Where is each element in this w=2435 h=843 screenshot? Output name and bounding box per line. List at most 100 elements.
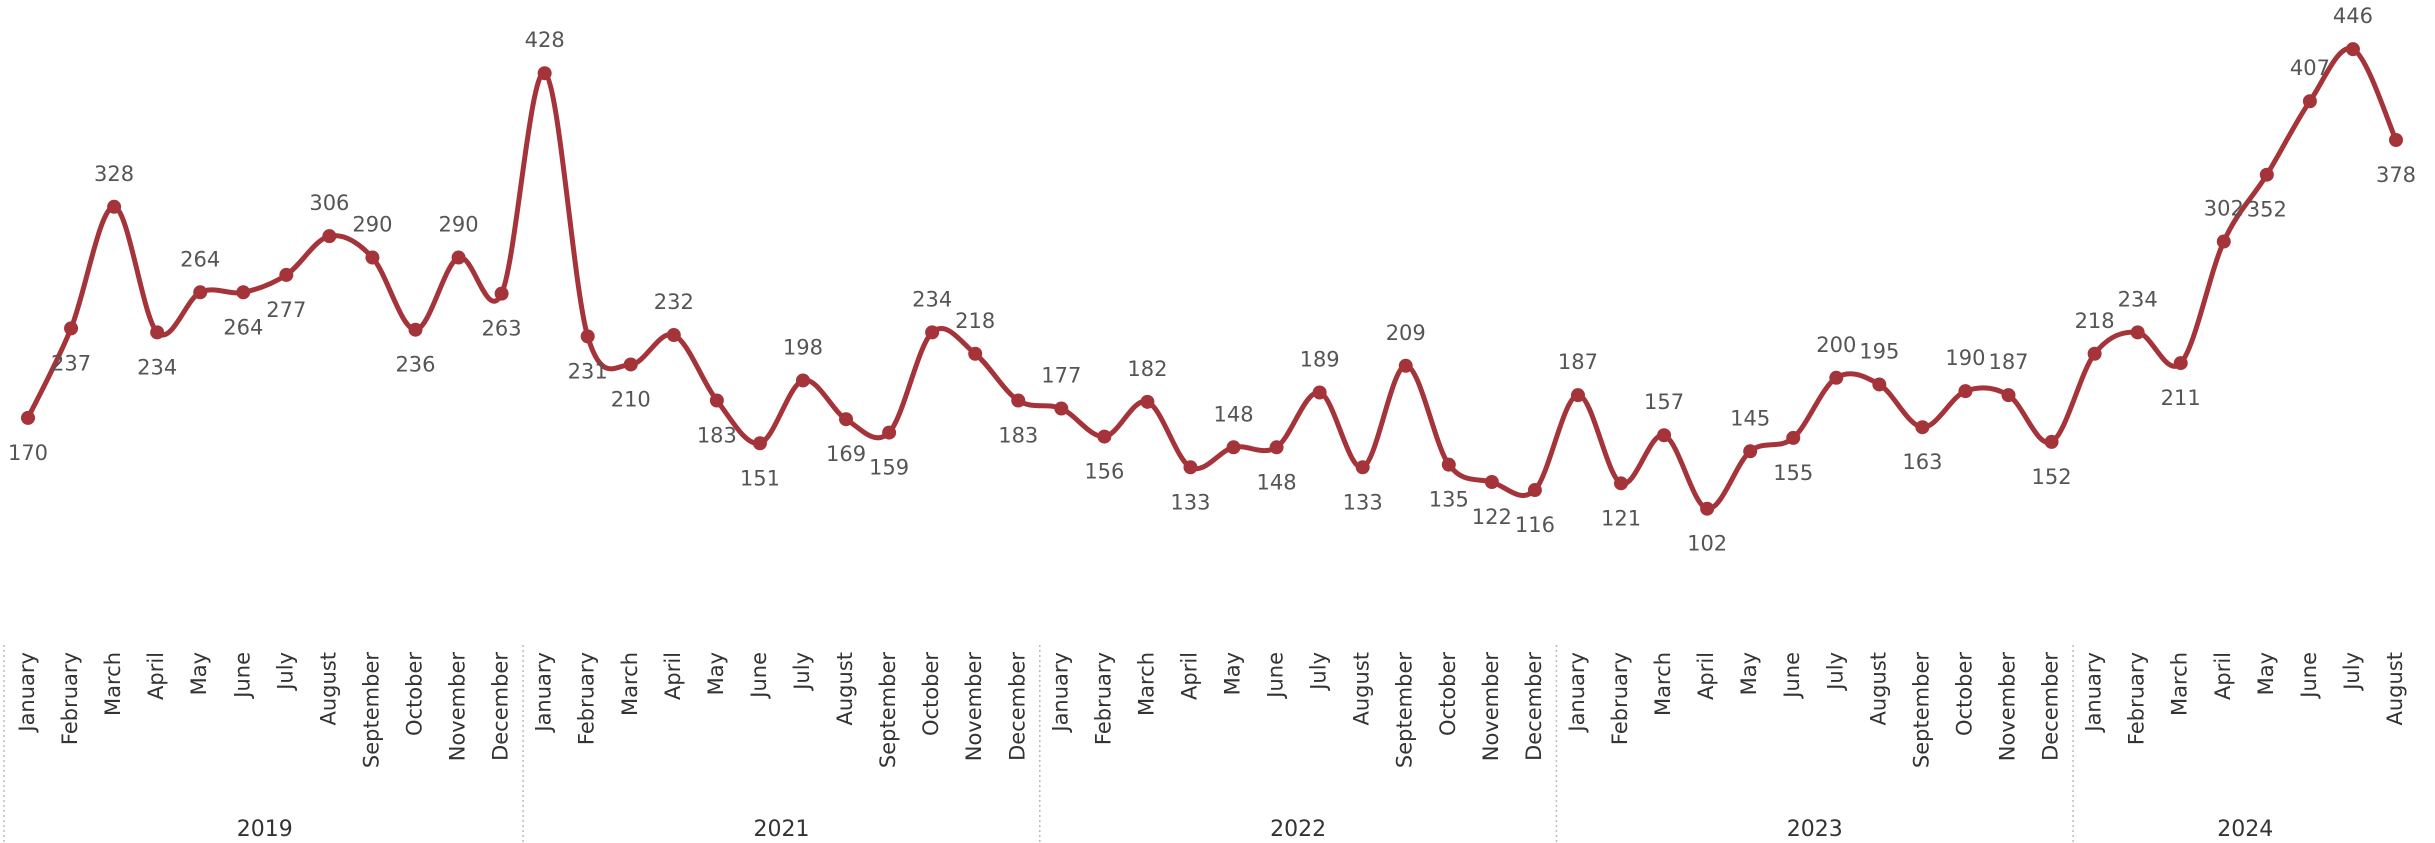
x-tick-label: July <box>1307 652 1331 692</box>
x-tick-label: December <box>1005 652 1029 761</box>
data-label: 378 <box>2376 163 2416 187</box>
x-tick-label: January <box>1565 652 1589 734</box>
data-label: 102 <box>1687 532 1727 556</box>
year-label: 2024 <box>2217 817 2273 842</box>
point <box>968 346 983 361</box>
data-label: 133 <box>1343 490 1383 514</box>
data-label: 302 <box>2204 197 2244 221</box>
data-label: 210 <box>611 387 651 411</box>
data-label: 234 <box>2118 287 2158 311</box>
x-tick-label: February <box>575 652 599 745</box>
data-label: 169 <box>826 442 866 466</box>
point <box>1872 377 1887 392</box>
point <box>1915 420 1930 435</box>
data-label: 218 <box>955 309 995 333</box>
data-label: 200 <box>1816 333 1856 357</box>
point <box>1140 394 1155 409</box>
data-label: 163 <box>1902 450 1942 474</box>
data-label: 189 <box>1300 347 1340 371</box>
point <box>2216 234 2231 249</box>
data-label: 237 <box>51 351 91 375</box>
point <box>408 322 423 337</box>
point <box>537 66 552 81</box>
year-label: 2022 <box>1270 817 1326 842</box>
point <box>21 410 35 425</box>
data-label: 446 <box>2333 4 2373 28</box>
point <box>1829 370 1844 385</box>
x-tick-label: March <box>2168 652 2192 716</box>
x-tick-label: July <box>2340 652 2364 692</box>
point <box>1398 358 1413 373</box>
x-tick-label: June <box>1780 652 1804 700</box>
point <box>709 393 724 408</box>
x-tick-label: November <box>962 652 986 762</box>
x-tick-label: November <box>1479 652 1503 762</box>
data-label: 218 <box>2075 309 2115 333</box>
data-label: 290 <box>352 213 392 237</box>
x-tick-label: October <box>919 652 943 736</box>
x-tick-label: February <box>1608 652 1632 745</box>
data-label: 290 <box>438 213 478 237</box>
point <box>1484 475 1499 490</box>
x-tick-label: April <box>1177 652 1201 700</box>
point <box>236 285 251 300</box>
point <box>2044 434 2059 449</box>
x-tick-label: September <box>876 652 900 768</box>
x-tick-label: December <box>1522 652 1546 761</box>
point <box>623 357 638 372</box>
point <box>1570 388 1585 403</box>
point <box>925 325 940 340</box>
point <box>1527 483 1542 498</box>
x-tick-label: June <box>747 652 771 700</box>
data-label: 198 <box>783 335 823 359</box>
point <box>193 285 208 300</box>
data-label: 277 <box>266 298 306 322</box>
point <box>882 425 897 440</box>
x-tick-label: May <box>1221 652 1245 695</box>
x-tick-label: October <box>1436 652 1460 736</box>
point <box>666 328 681 343</box>
point <box>1657 428 1672 443</box>
data-label: 236 <box>395 353 435 377</box>
x-tick-label: May <box>187 652 211 695</box>
x-tick-label: November <box>446 652 470 762</box>
data-label: 234 <box>912 287 952 311</box>
x-tick-label: April <box>661 652 685 700</box>
x-tick-label: April <box>1694 652 1718 700</box>
point <box>839 412 854 427</box>
x-tick-label: December <box>2039 652 2063 761</box>
x-tick-label: May <box>1737 652 1761 695</box>
data-label: 182 <box>1127 357 1167 381</box>
data-label: 152 <box>2032 465 2072 489</box>
x-tick-label: January <box>532 652 556 734</box>
data-label: 187 <box>1988 350 2028 374</box>
data-label: 264 <box>223 315 263 339</box>
x-tick-label: February <box>2125 652 2149 745</box>
x-tick-label: May <box>2254 652 2278 695</box>
line <box>25 45 2399 512</box>
point <box>2345 42 2360 57</box>
x-tick-label: January <box>15 652 39 734</box>
x-tick-label: January <box>1048 652 1072 734</box>
year-label: 2019 <box>237 817 293 842</box>
point <box>107 199 122 214</box>
x-tick-label: March <box>618 652 642 716</box>
data-label: 170 <box>8 441 48 465</box>
data-label: 157 <box>1644 390 1684 414</box>
point <box>1614 476 1629 491</box>
point <box>1743 444 1758 459</box>
point <box>752 436 767 451</box>
x-tick-label: August <box>1866 652 1890 726</box>
x-tick-label: March <box>1651 652 1675 716</box>
data-label: 155 <box>1773 461 1813 485</box>
point <box>494 286 509 301</box>
x-tick-label: January <box>2082 652 2106 734</box>
point <box>2130 325 2145 340</box>
x-tick-label: April <box>144 652 168 700</box>
data-label: 122 <box>1472 505 1512 529</box>
x-tick-label: August <box>833 652 857 726</box>
data-label: 135 <box>1429 488 1469 512</box>
x-tick-label: September <box>359 652 383 768</box>
data-label: 209 <box>1386 321 1426 345</box>
